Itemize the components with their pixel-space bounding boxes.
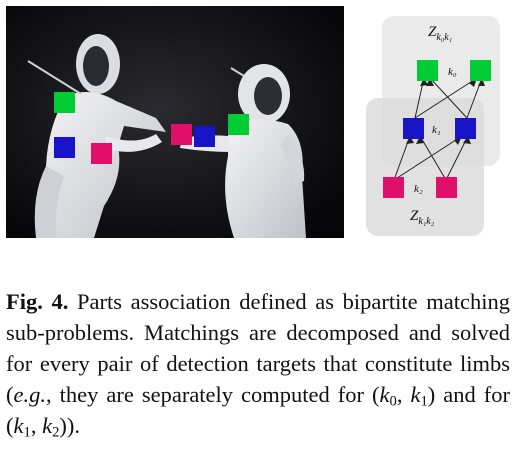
node-magenta-1 bbox=[383, 177, 404, 198]
caption-comma2: , bbox=[30, 413, 43, 438]
caption-sub1b: 1 bbox=[23, 424, 31, 441]
bottom-group-label: Zk₁k₂ bbox=[410, 208, 435, 227]
marker-magenta-left bbox=[91, 143, 112, 164]
caption-k2: k bbox=[42, 413, 53, 438]
caption-sub2: 2 bbox=[52, 424, 60, 441]
node-magenta-2 bbox=[436, 177, 457, 198]
bottom-group-box bbox=[366, 98, 484, 236]
fencing-photo bbox=[6, 6, 344, 238]
node-green-1 bbox=[417, 60, 438, 81]
node-label-k0: k₀ bbox=[448, 66, 457, 78]
caption-mid: ) and for ( bbox=[6, 382, 511, 438]
node-blue-2 bbox=[455, 118, 476, 139]
node-label-k1: k₁ bbox=[432, 124, 441, 136]
left-fencer bbox=[27, 34, 166, 238]
node-label-k2: k₂ bbox=[414, 183, 423, 195]
caption-sub1a: 1 bbox=[420, 393, 428, 410]
caption-k0: k bbox=[379, 382, 390, 407]
marker-magenta-center bbox=[171, 124, 192, 145]
marker-green-right bbox=[228, 114, 249, 135]
caption-text-1: Parts association defined as bipartite m… bbox=[6, 289, 510, 407]
node-blue-1 bbox=[403, 118, 424, 139]
figure-caption: Fig. 4. Parts association defined as bip… bbox=[6, 286, 510, 441]
caption-text-2: , they are separately computed for ( bbox=[46, 382, 380, 407]
caption-end: )). bbox=[59, 413, 80, 438]
bottom-group-label-sub: k₁k₂ bbox=[418, 216, 434, 227]
marker-blue-center bbox=[194, 126, 215, 147]
figure-label: Fig. 4. bbox=[6, 289, 69, 314]
marker-blue-left bbox=[54, 137, 75, 158]
right-fencer bbox=[180, 64, 306, 238]
bipartite-diagram: Zk₀k₁ k₀ k₁ k₂ Zk₁k₂ bbox=[366, 16, 500, 236]
caption-eg: e.g. bbox=[13, 382, 47, 407]
node-green-2 bbox=[470, 60, 491, 81]
top-group-label-sub: k₀k₁ bbox=[436, 32, 452, 43]
marker-green-left bbox=[54, 92, 75, 113]
caption-sub0: 0 bbox=[389, 393, 397, 410]
caption-comma1: , bbox=[396, 382, 411, 407]
top-group-label: Zk₀k₁ bbox=[428, 24, 452, 43]
arrowheads bbox=[406, 78, 485, 145]
top-group-label-main: Z bbox=[428, 24, 437, 40]
caption-k1b: k bbox=[13, 413, 24, 438]
caption-k1a: k bbox=[410, 382, 421, 407]
bottom-group-label-main: Z bbox=[410, 208, 419, 224]
